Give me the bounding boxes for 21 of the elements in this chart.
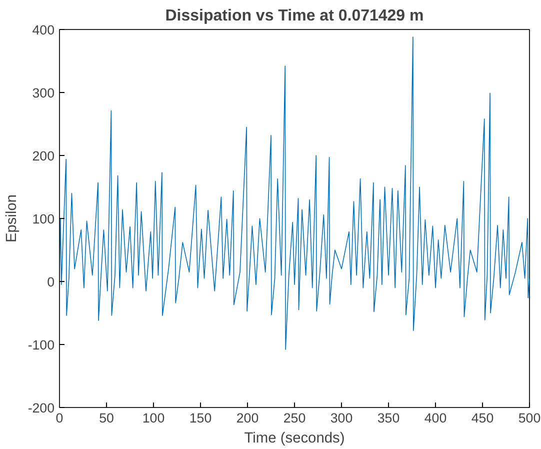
y-tick-label: -100	[28, 338, 55, 352]
y-axis-title: Epsilon	[4, 194, 20, 243]
x-tick-label: 50	[99, 410, 114, 426]
x-axis-title: Time (seconds)	[244, 430, 345, 446]
y-tick-label: 0	[47, 274, 55, 290]
x-tick-label: 350	[377, 410, 400, 426]
x-tick-label: 100	[142, 410, 165, 426]
x-tick-label: 200	[236, 410, 259, 426]
x-tick-label: 400	[424, 410, 447, 426]
x-tick-label: 150	[189, 410, 212, 426]
y-tick-label: 300	[32, 86, 55, 100]
x-tick-label: 250	[283, 410, 306, 426]
x-tick-label: 450	[471, 410, 494, 426]
x-tick-label: 500	[518, 410, 541, 426]
x-tick-label: 300	[330, 410, 353, 426]
line-series	[60, 36, 530, 350]
y-tick-label: -200	[28, 400, 55, 416]
y-tick-label: 200	[32, 148, 55, 164]
chart-title: Dissipation vs Time at 0.071429 m	[165, 8, 424, 24]
y-tick-label: 400	[32, 22, 55, 38]
y-tick-label: 100	[32, 212, 55, 226]
